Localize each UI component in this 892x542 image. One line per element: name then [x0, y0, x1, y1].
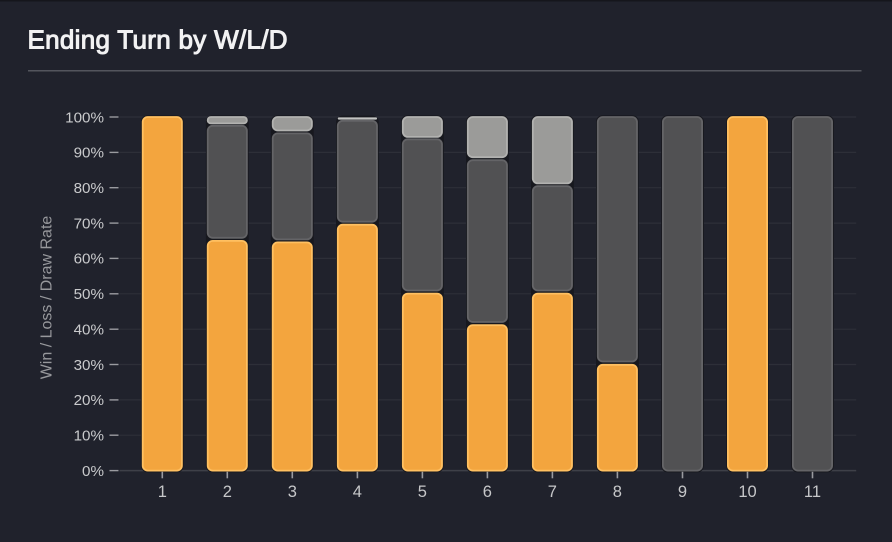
svg-text:40%: 40% [74, 322, 104, 339]
svg-text:8: 8 [613, 483, 622, 501]
svg-text:10: 10 [738, 483, 756, 501]
svg-text:60%: 60% [74, 251, 104, 268]
svg-text:Ending Turn by W/L/D: Ending Turn by W/L/D [28, 24, 288, 54]
svg-text:3: 3 [288, 483, 297, 501]
svg-text:10%: 10% [74, 428, 104, 445]
svg-text:11: 11 [804, 483, 821, 501]
svg-text:5: 5 [418, 483, 427, 501]
svg-text:80%: 80% [74, 180, 104, 197]
svg-text:6: 6 [483, 483, 492, 501]
svg-text:70%: 70% [74, 215, 104, 232]
svg-text:50%: 50% [74, 286, 104, 303]
svg-text:100%: 100% [65, 109, 104, 126]
svg-text:9: 9 [678, 483, 687, 501]
svg-text:30%: 30% [74, 357, 104, 374]
svg-text:1: 1 [158, 483, 167, 501]
svg-text:0%: 0% [82, 463, 104, 480]
svg-text:2: 2 [223, 483, 232, 501]
svg-text:90%: 90% [74, 145, 104, 162]
svg-text:20%: 20% [74, 392, 104, 409]
svg-text:4: 4 [353, 483, 362, 501]
svg-text:Win / Loss / Draw Rate: Win / Loss / Draw Rate [39, 216, 56, 380]
svg-text:7: 7 [548, 483, 557, 501]
